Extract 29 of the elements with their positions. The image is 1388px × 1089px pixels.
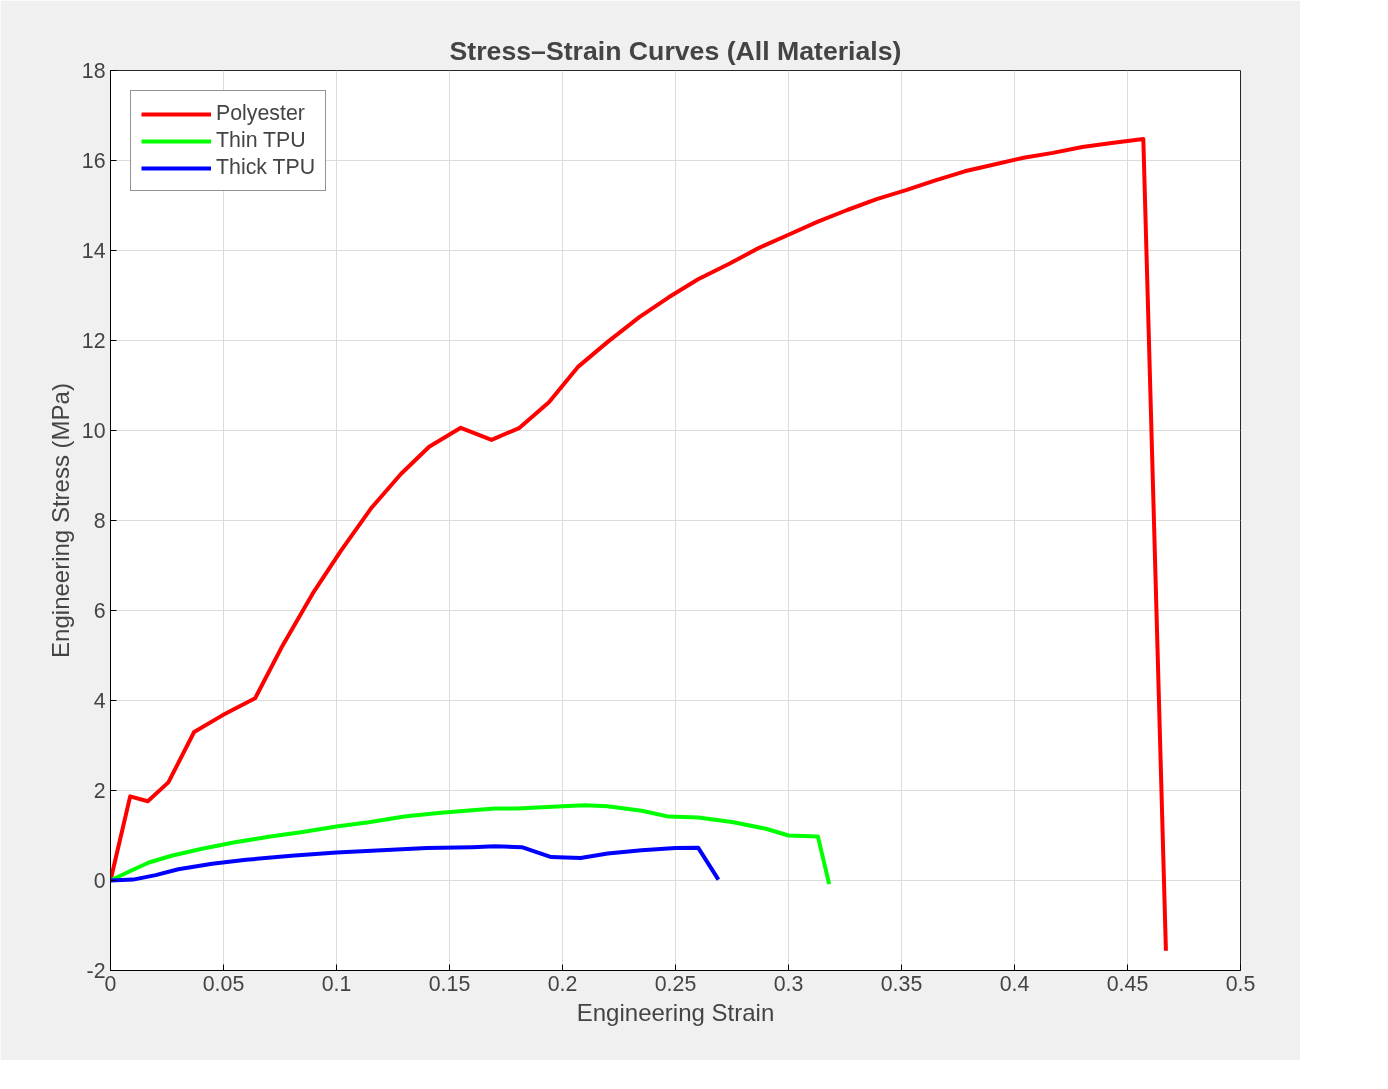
y-tick-label: 8 [93,509,106,533]
y-tick-label: 10 [81,419,106,443]
x-tick-label: 0.3 [773,971,804,996]
x-tick-label: 0.4 [999,971,1030,996]
x-tick-label: 0.1 [321,971,352,996]
y-tick-label: 4 [93,689,106,713]
legend-label: Polyester [216,101,305,126]
y-tick-label: 2 [93,779,106,803]
y-tick-label: 12 [81,329,106,353]
line-series [110,803,832,887]
x-tick-label: 0.45 [1106,971,1149,996]
line-series [110,844,721,883]
y-tick-label: 18 [81,59,106,83]
legend-label: Thin TPU [216,128,306,153]
y-tick-label: 0 [93,869,106,893]
x-tick-label: 0.25 [654,971,697,996]
y-tick-label: 6 [93,599,106,623]
x-tick-label: 0.05 [202,971,245,996]
x-tick-label: 0.5 [1225,971,1256,996]
x-tick-label: 0.35 [880,971,923,996]
y-axis-title: Engineering Stress (MPa) [46,383,74,658]
y-tick-label: 14 [81,239,106,263]
x-axis-title: Engineering Strain [576,998,775,1026]
x-tick-label: 0.2 [547,971,578,996]
y-tick-label: -2 [86,959,106,983]
legend-label: Thick TPU [216,155,316,180]
chart-title: Stress–Strain Curves (All Materials) [449,35,902,66]
y-tick-label: 16 [81,149,106,173]
x-tick-label: 0.15 [428,971,471,996]
